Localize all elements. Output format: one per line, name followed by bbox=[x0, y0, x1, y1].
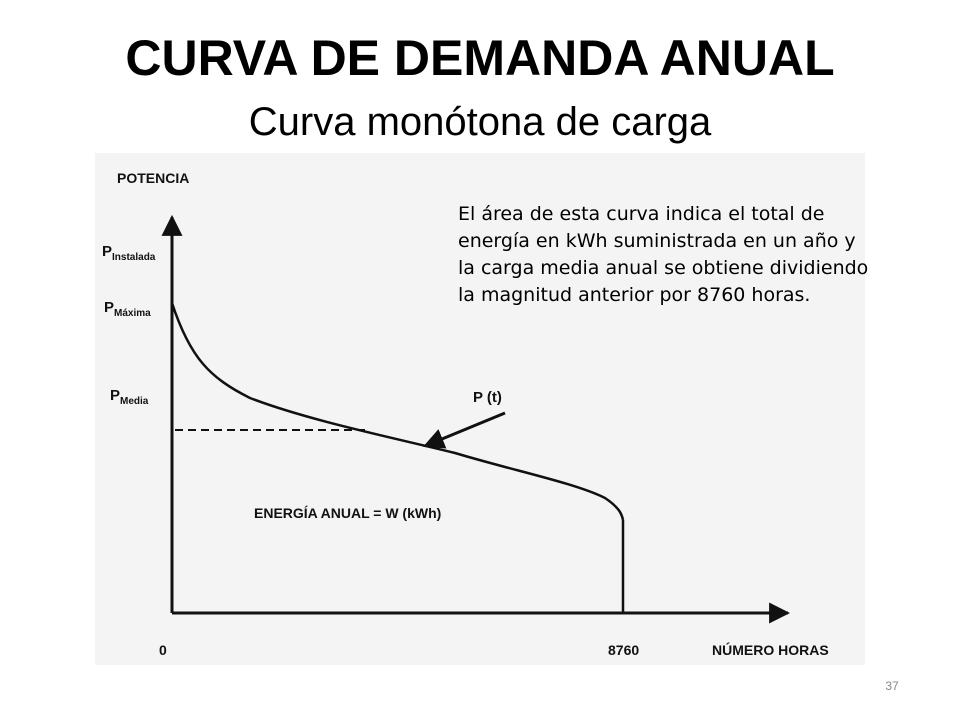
y-axis-label: POTENCIA bbox=[117, 170, 189, 186]
p-maxima-label: PMáxima bbox=[104, 299, 151, 319]
x-axis-label: NÚMERO HORAS bbox=[712, 641, 829, 658]
x-origin-label: 0 bbox=[159, 642, 167, 658]
slide-subtitle: Curva monótona de carga bbox=[248, 100, 712, 144]
p-media-sub: Media bbox=[120, 396, 149, 407]
load-duration-diagram: POTENCIA NÚMERO HORAS 0 8760 PInstalada … bbox=[95, 153, 865, 665]
p-instalada-label: PInstalada bbox=[102, 243, 156, 263]
explanation-note: El área de esta curva indica el total de… bbox=[458, 203, 869, 306]
p-maxima-sub: Máxima bbox=[114, 308, 151, 319]
p-media-label: PMedia bbox=[110, 387, 149, 407]
load-duration-svg: POTENCIA NÚMERO HORAS 0 8760 PInstalada … bbox=[95, 153, 865, 665]
area-label: ENERGÍA ANUAL = W (kWh) bbox=[254, 505, 441, 521]
p-instalada-sub: Instalada bbox=[112, 252, 156, 263]
curve-label: P (t) bbox=[473, 389, 502, 406]
x-end-label: 8760 bbox=[608, 642, 639, 658]
page-number: 37 bbox=[885, 679, 899, 693]
curve-pointer-arrow bbox=[423, 411, 506, 449]
p-instalada-main: P bbox=[102, 243, 112, 260]
p-maxima-main: P bbox=[104, 299, 114, 316]
diagram-panel bbox=[95, 153, 865, 665]
slide-title: CURVA DE DEMANDA ANUAL bbox=[125, 30, 835, 86]
p-media-main: P bbox=[110, 387, 120, 404]
